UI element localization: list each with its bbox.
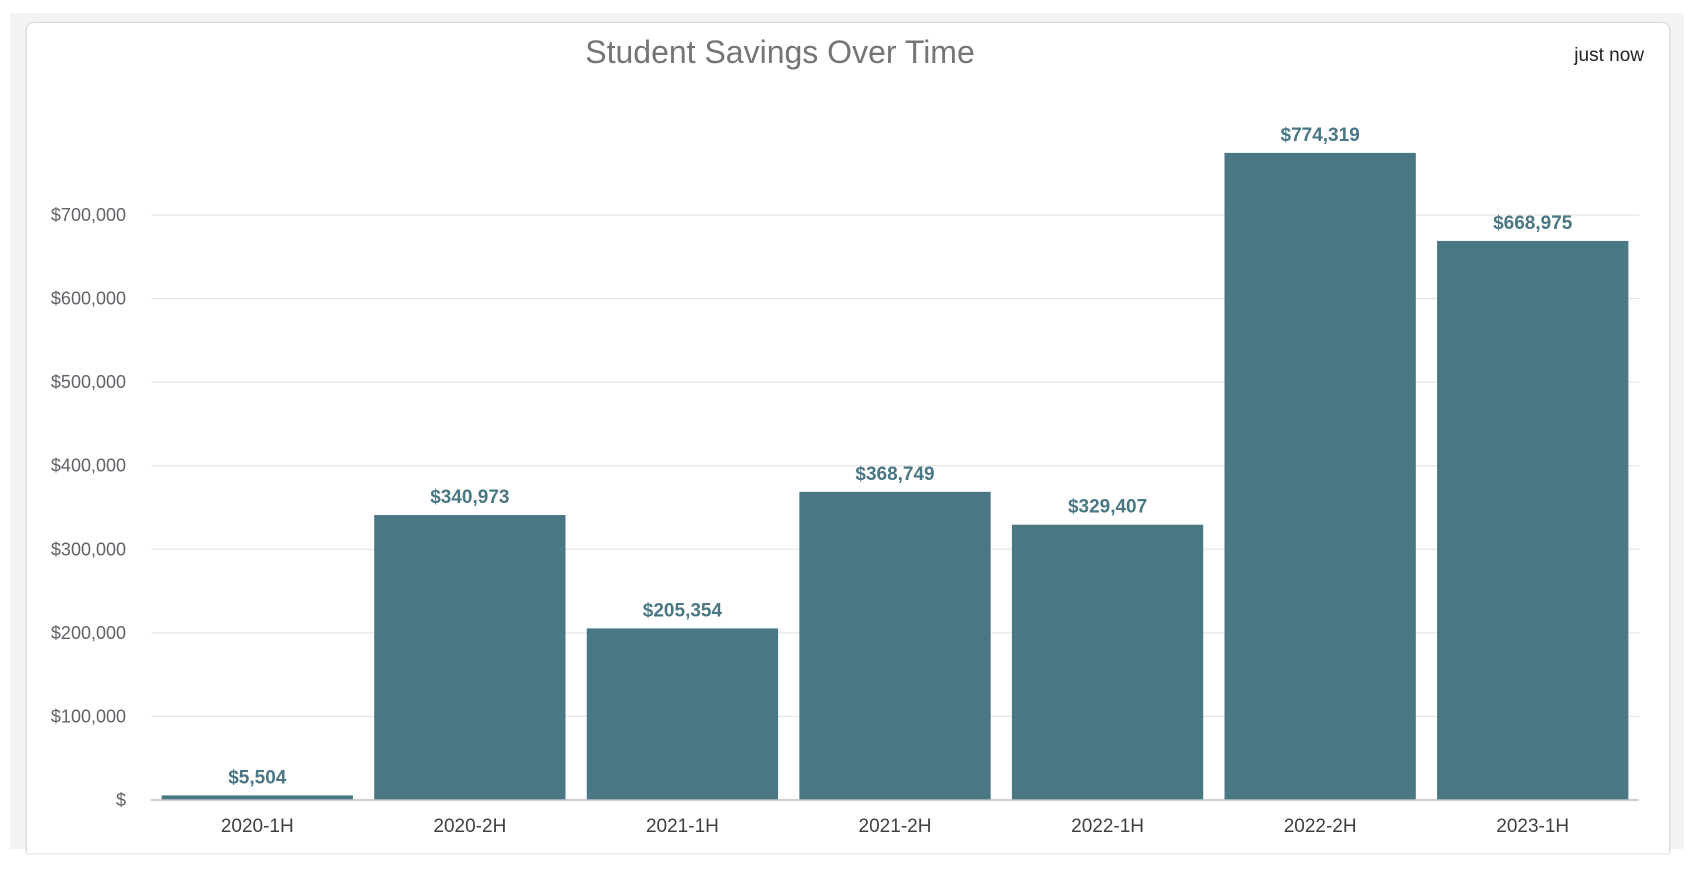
data-label: $205,354 <box>643 600 723 621</box>
y-tick-label: $400,000 <box>51 456 126 476</box>
x-tick-label: 2020-2H <box>433 816 506 837</box>
data-label: $340,973 <box>430 487 509 508</box>
y-tick-label: $100,000 <box>51 706 126 726</box>
bar <box>586 628 779 800</box>
last-updated-timestamp: just now <box>1574 45 1644 66</box>
x-tick-label: 2022-1H <box>1071 816 1144 837</box>
bar <box>1224 152 1416 800</box>
x-tick-label: 2021-2H <box>859 816 932 837</box>
data-label: $329,407 <box>1068 497 1147 518</box>
data-label: $774,319 <box>1281 125 1360 146</box>
bar <box>1011 524 1204 800</box>
y-tick-label: $300,000 <box>51 539 126 559</box>
x-tick-label: 2020-1H <box>221 816 294 837</box>
bar <box>374 515 566 800</box>
y-tick-label: $500,000 <box>51 372 126 392</box>
x-tick-label: 2023-1H <box>1496 816 1569 837</box>
chart-title: Student Savings Over Time <box>585 34 975 70</box>
y-tick-label: $600,000 <box>51 289 126 309</box>
bar <box>799 491 991 800</box>
data-label: $668,975 <box>1493 213 1573 234</box>
y-tick-label: $ <box>116 790 126 810</box>
bar <box>161 795 353 800</box>
y-tick-label: $700,000 <box>51 205 126 225</box>
y-tick-label: $200,000 <box>51 623 126 643</box>
x-tick-label: 2021-1H <box>646 816 719 837</box>
data-label: $5,504 <box>228 767 287 788</box>
data-label: $368,749 <box>855 464 934 485</box>
x-tick-label: 2022-2H <box>1284 816 1357 837</box>
bar <box>1437 240 1629 800</box>
